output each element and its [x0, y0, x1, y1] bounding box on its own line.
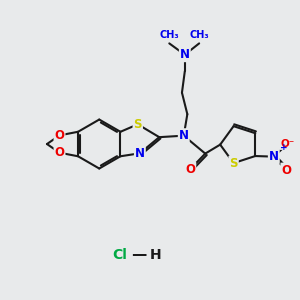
- Text: O: O: [185, 163, 195, 176]
- Text: O: O: [55, 129, 64, 142]
- Text: CH₃: CH₃: [189, 30, 209, 40]
- Text: N: N: [135, 147, 145, 160]
- Text: N: N: [179, 129, 189, 142]
- Text: Cl: Cl: [113, 248, 128, 262]
- Text: O: O: [281, 164, 291, 177]
- Text: H: H: [150, 248, 162, 262]
- Text: N: N: [269, 150, 279, 163]
- Text: O⁻: O⁻: [280, 139, 294, 149]
- Text: N: N: [180, 48, 190, 61]
- Text: CH₃: CH₃: [160, 30, 179, 40]
- Text: S: S: [134, 118, 142, 131]
- Text: O: O: [55, 146, 64, 159]
- Text: S: S: [229, 157, 238, 169]
- Text: —: —: [131, 247, 146, 262]
- Text: +: +: [280, 143, 288, 152]
